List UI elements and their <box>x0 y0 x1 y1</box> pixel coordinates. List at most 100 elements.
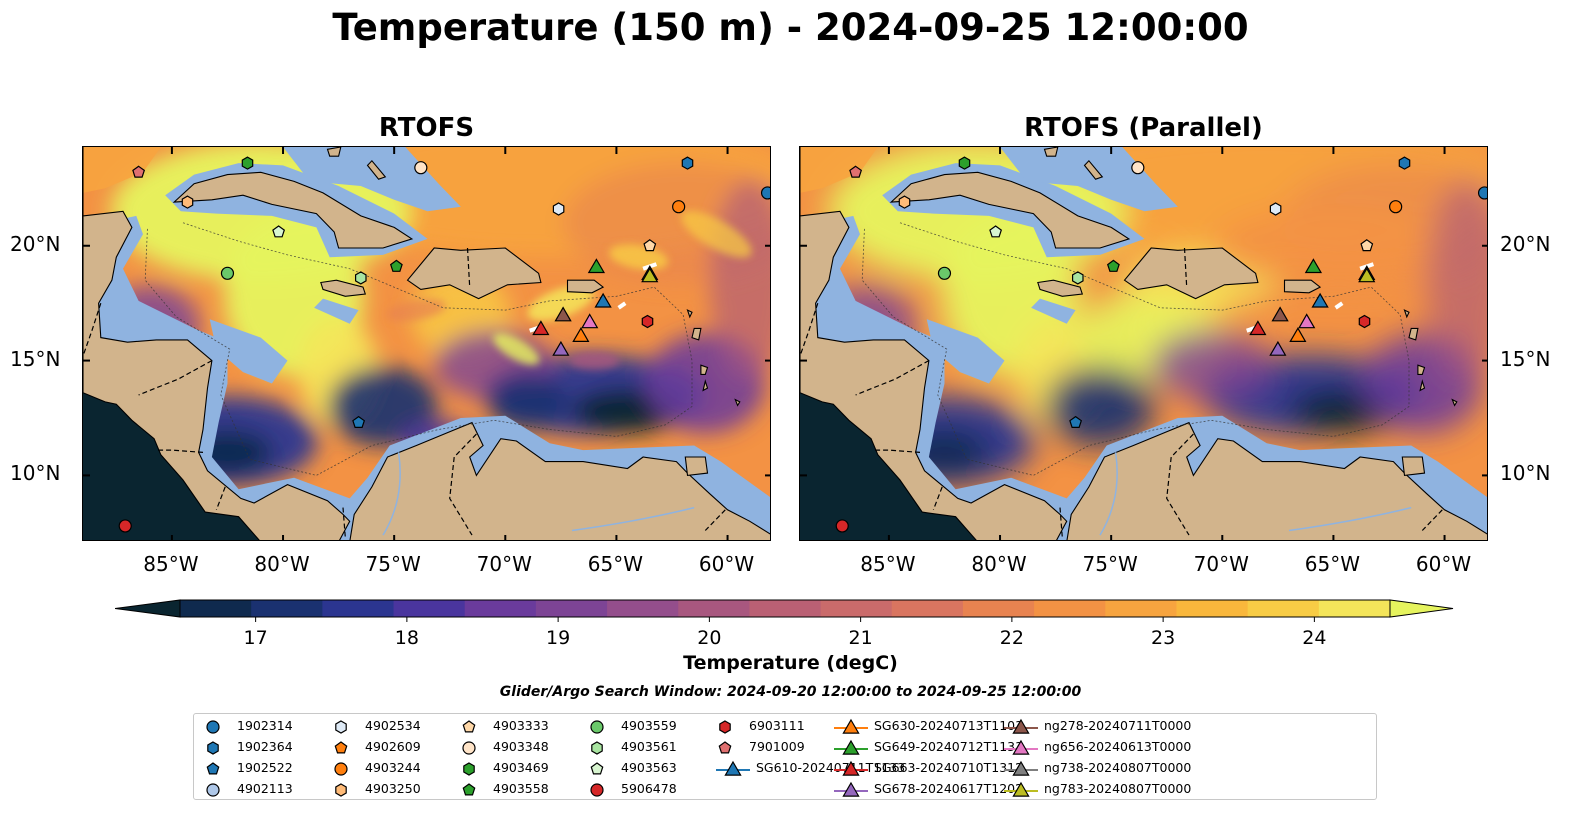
marker-ng278-20240711T0000 <box>1271 306 1289 322</box>
colorbar-bin <box>962 600 1035 617</box>
lat-tick-label-left: 10°N <box>10 461 61 486</box>
pentagon-marker-icon <box>590 762 604 775</box>
circle-marker-icon <box>334 762 348 776</box>
lon-tick-label: 60°W <box>1415 552 1472 576</box>
marker-7901009 <box>849 165 863 178</box>
hexagon-marker-icon <box>335 783 347 797</box>
colorbar-bin <box>1247 600 1320 617</box>
marker-1902364 <box>1398 156 1411 170</box>
marker-ng656-20240613T0000 <box>1298 313 1316 329</box>
legend-label: 4903469 <box>493 760 549 775</box>
colorbar-bin <box>1318 600 1391 617</box>
search-window-text: Glider/Argo Search Window: 2024-09-20 12… <box>499 684 1082 700</box>
triangle-marker-icon <box>842 739 860 755</box>
colorbar-bin <box>1034 600 1106 617</box>
marker-4903563 <box>272 225 286 238</box>
marker-1902522 <box>352 415 366 428</box>
marker-SG678-20240617T1202 <box>552 340 570 356</box>
pentagon-marker-icon <box>334 741 348 754</box>
map-rtofs <box>82 146 771 541</box>
marker-4903561 <box>355 271 367 285</box>
legend-label: 4903563 <box>621 760 677 775</box>
legend-label: 6903111 <box>749 718 805 733</box>
triangle-marker-icon <box>842 781 860 797</box>
marker-6903111 <box>1358 314 1371 329</box>
colorbar-bin <box>535 600 608 617</box>
lat-tick-label-right: 15°N <box>1500 346 1551 371</box>
marker-SG630-20240713T1103 <box>572 327 590 342</box>
panel-title-rtofs-parallel: RTOFS (Parallel) <box>1024 113 1263 143</box>
lon-tick-label: 75°W <box>365 552 421 576</box>
legend-label: 4903558 <box>493 781 549 796</box>
lon-tick-label: 60°W <box>698 552 755 576</box>
legend-label: 7901009 <box>749 739 805 754</box>
observation-markers <box>118 156 770 533</box>
colorbar-bin <box>180 600 252 617</box>
marker-4903559 <box>937 266 952 280</box>
colorbar-bin <box>749 600 822 617</box>
lon-tick-label: 80°W <box>254 552 310 576</box>
legend-label: 5906478 <box>621 781 677 796</box>
marker-5906478 <box>118 519 132 533</box>
lon-tick-label: 85°W <box>143 552 199 576</box>
marker-SG649-20240712T1133 <box>587 258 606 274</box>
legend-label: 4902609 <box>365 739 421 754</box>
marker-4903250 <box>181 195 194 209</box>
legend-label: 4903333 <box>493 718 549 733</box>
hexagon-marker-icon <box>463 762 475 776</box>
marker-ng783-20240807T0000 <box>1358 267 1376 283</box>
legend-label: ng278-20240711T0000 <box>1044 718 1192 733</box>
legend-label: SG663-20240710T1312 <box>874 760 1024 775</box>
colorbar-bin <box>607 600 679 617</box>
marker-4903333 <box>643 239 657 252</box>
marker-4902534 <box>552 202 565 216</box>
marker-4903561 <box>1072 271 1084 285</box>
legend-label: ng738-20240807T0000 <box>1044 760 1192 775</box>
colorbar-bin <box>322 600 395 617</box>
colorbar-bin <box>393 600 466 617</box>
marker-4903348 <box>1131 161 1145 175</box>
panel-title-rtofs: RTOFS <box>378 113 475 143</box>
colorbar-tick-label: 20 <box>697 627 721 649</box>
marker-1902522 <box>1069 415 1083 428</box>
lon-tick-label: 65°W <box>1304 552 1361 576</box>
pentagon-marker-icon <box>206 762 220 775</box>
marker-4903250 <box>898 195 911 209</box>
marker-4903333 <box>1360 239 1374 252</box>
colorbar-label: Temperature (degC) <box>683 652 898 674</box>
marker-SG663-20240710T1312 <box>1249 320 1267 336</box>
marker-4903244 <box>1389 200 1403 214</box>
lat-tick-label-right: 20°N <box>1500 231 1551 256</box>
colorbar-tick-label: 23 <box>1151 627 1175 649</box>
colorbar-bin <box>1176 600 1249 617</box>
legend-label: 4903244 <box>365 760 421 775</box>
map-rtofs-parallel <box>799 146 1488 541</box>
legend-label: 1902522 <box>237 760 293 775</box>
legend-label: SG630-20240713T1103 <box>874 718 1024 733</box>
legend-label: SG649-20240712T1133 <box>874 739 1024 754</box>
colorbar-tick-label: 17 <box>244 627 268 649</box>
marker-4903563 <box>989 225 1003 238</box>
circle-marker-icon <box>590 720 604 734</box>
hexagon-marker-icon <box>591 741 603 755</box>
marker-4903348 <box>414 161 428 175</box>
colorbar-tick-label: 19 <box>546 627 570 649</box>
observation-markers <box>835 156 1487 533</box>
marker-SG610-20240711T1133 <box>1311 292 1329 308</box>
marker-SG630-20240713T1103 <box>1289 327 1307 342</box>
hexagon-marker-icon <box>207 741 219 755</box>
marker-4903558 <box>389 259 403 272</box>
lat-tick-label-right: 10°N <box>1500 461 1551 486</box>
marker-SG649-20240712T1133 <box>1304 258 1323 274</box>
legend-label: ng656-20240613T0000 <box>1044 739 1192 754</box>
legend-label: ng783-20240807T0000 <box>1044 781 1192 796</box>
lon-tick-label: 75°W <box>1082 552 1138 576</box>
legend-label: 1902364 <box>237 739 293 754</box>
triangle-marker-icon <box>724 760 742 776</box>
colorbar-bin <box>678 600 750 617</box>
legend-label: 4902113 <box>237 781 293 796</box>
marker-1902314 <box>760 186 770 200</box>
marker-SG610-20240711T1133 <box>594 292 612 308</box>
triangle-marker-icon <box>1012 760 1030 776</box>
hexagon-marker-icon <box>719 720 731 734</box>
